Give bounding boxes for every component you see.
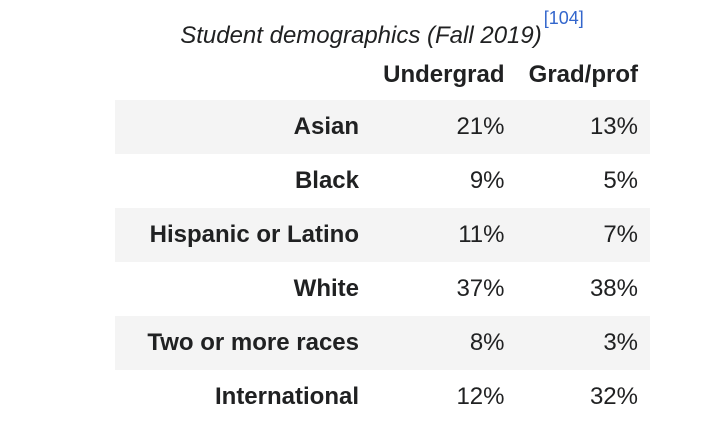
cell-undergrad: 37% [456, 275, 505, 302]
table-row: International 12% 32% [115, 370, 650, 424]
cell-grad-prof: 3% [603, 329, 638, 356]
cell-undergrad: 8% [469, 329, 505, 356]
cell-grad-prof: 38% [589, 275, 638, 302]
row-label: Hispanic or Latino [149, 221, 359, 248]
cell-grad-prof: 7% [603, 221, 638, 248]
demographics-table: Undergrad Grad/prof Asian 21% 13% Black … [115, 50, 650, 424]
header-undergrad: Undergrad [371, 50, 517, 100]
header-corner [115, 50, 371, 100]
cell-grad-prof: 13% [589, 113, 638, 140]
header-grad-prof: Grad/prof [516, 50, 650, 100]
cell-undergrad: 9% [469, 167, 505, 194]
cell-grad-prof: 32% [589, 383, 638, 410]
table-row: Hispanic or Latino 11% 7% [115, 208, 650, 262]
reference-link[interactable]: [104] [543, 8, 584, 28]
table-row: Asian 21% 13% [115, 100, 650, 154]
cell-undergrad: 21% [456, 113, 505, 140]
cell-undergrad: 11% [458, 221, 505, 248]
row-label: Black [294, 167, 359, 194]
caption-title: Student demographics (Fall 2019) [180, 22, 542, 49]
cell-grad-prof: 5% [603, 167, 638, 194]
row-label: Asian [293, 113, 359, 140]
table-row: Black 9% 5% [115, 154, 650, 208]
table-caption: Student demographics (Fall 2019)[104] [0, 8, 716, 54]
row-label: International [214, 383, 359, 410]
table-row: Two or more races 8% 3% [115, 316, 650, 370]
table-header-row: Undergrad Grad/prof [115, 50, 650, 100]
cell-undergrad: 12% [456, 383, 505, 410]
table-row: White 37% 38% [115, 262, 650, 316]
row-label: White [293, 275, 359, 302]
row-label: Two or more races [147, 329, 359, 356]
